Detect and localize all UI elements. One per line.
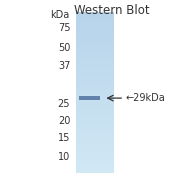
Text: 25: 25 xyxy=(58,99,70,109)
Text: 20: 20 xyxy=(58,116,70,126)
Text: 15: 15 xyxy=(58,133,70,143)
Text: kDa: kDa xyxy=(50,10,69,20)
Text: 37: 37 xyxy=(58,61,70,71)
Text: ←29kDa: ←29kDa xyxy=(125,93,165,103)
Text: Western Blot: Western Blot xyxy=(74,4,149,17)
Text: 10: 10 xyxy=(58,152,70,163)
Bar xyxy=(79,96,100,100)
Text: 50: 50 xyxy=(58,43,70,53)
Text: 75: 75 xyxy=(58,23,70,33)
